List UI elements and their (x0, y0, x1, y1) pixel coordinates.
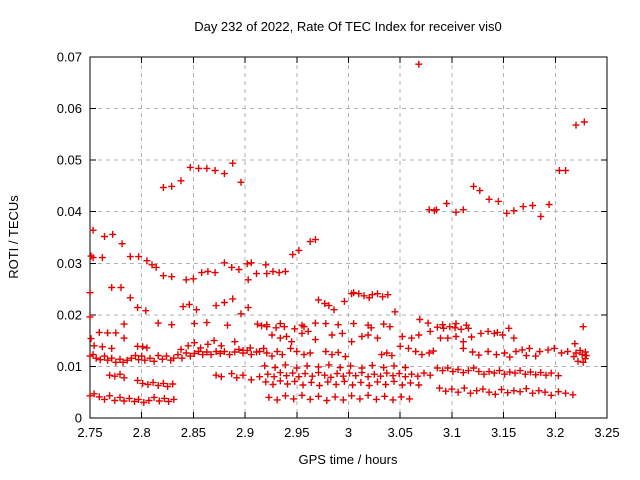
y-tick-label: 0.03 (57, 256, 82, 271)
y-axis-label: ROTI / TECUs (6, 195, 21, 279)
data-point-markers (86, 60, 590, 406)
x-tick-label: 3.15 (491, 425, 516, 440)
chart-title: Day 232 of 2022, Rate Of TEC Index for r… (194, 19, 502, 34)
x-tick-label: 2.75 (77, 425, 102, 440)
y-tick-label: 0.01 (57, 359, 82, 374)
y-tick-label: 0.07 (57, 50, 82, 65)
x-tick-label: 2.9 (236, 425, 254, 440)
x-tick-label: 3.2 (546, 425, 564, 440)
x-tick-label: 3.05 (388, 425, 413, 440)
y-tick-label: 0 (75, 411, 82, 426)
y-tick-label: 0.02 (57, 307, 82, 322)
y-tick-label: 0.05 (57, 153, 82, 168)
x-axis-label: GPS time / hours (299, 452, 398, 467)
y-tick-label: 0.04 (57, 204, 82, 219)
x-tick-label: 3 (345, 425, 352, 440)
x-tick-label: 3.25 (594, 425, 619, 440)
x-tick-label: 3.1 (443, 425, 461, 440)
axis-ticks (89, 56, 608, 419)
y-tick-label: 0.06 (57, 101, 82, 116)
gridlines (90, 57, 607, 418)
tick-labels: 2.75 2.8 2.85 2.9 2.95 3 3.05 3.1 3.15 3.2 3.25 0 0.… (57, 50, 620, 441)
x-tick-label: 2.85 (181, 425, 206, 440)
x-tick-label: 2.8 (133, 425, 151, 440)
x-tick-label: 2.95 (284, 425, 309, 440)
